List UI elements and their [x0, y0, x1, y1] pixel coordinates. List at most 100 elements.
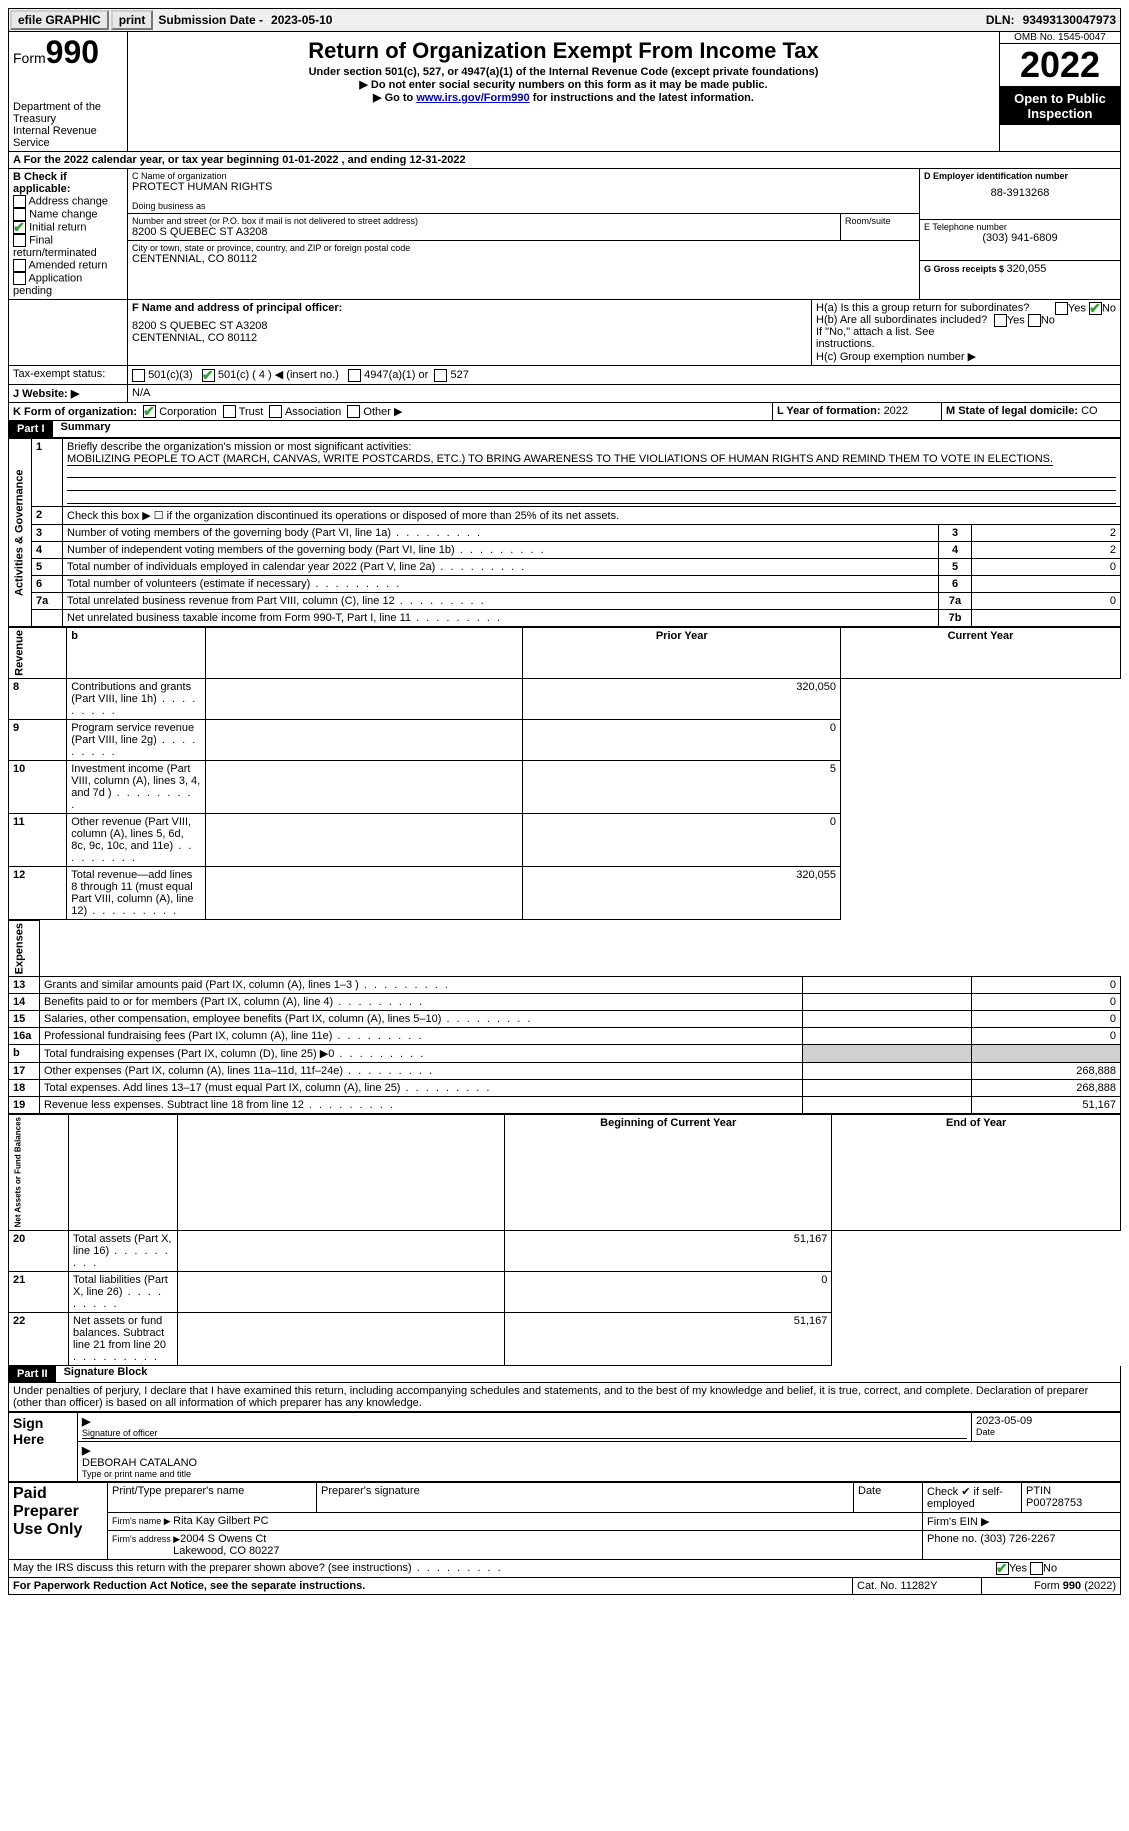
gross-receipts-value: 320,055	[1007, 263, 1047, 275]
dept-label: Department of the Treasury	[13, 101, 123, 125]
hb-no-checkbox[interactable]	[1028, 314, 1041, 327]
4947-checkbox[interactable]	[348, 369, 361, 382]
sig-date-label: Date	[976, 1427, 1116, 1437]
prep-phone-label: Phone no.	[927, 1533, 980, 1545]
signature-table: Sign Here ▶ Signature of officer 2023-05…	[8, 1412, 1121, 1482]
website-label: J Website: ▶	[9, 385, 128, 402]
501c3-checkbox[interactable]	[132, 369, 145, 382]
org-info-block: B Check if applicable: Address change Na…	[8, 169, 1121, 300]
dln-label: DLN:	[982, 13, 1019, 27]
part2-header: Part II	[9, 1366, 56, 1382]
form-note2: ▶ Go to www.irs.gov/Form990 for instruct…	[132, 91, 995, 104]
firm-addr2: Lakewood, CO 80227	[173, 1545, 279, 1557]
street-address: 8200 S QUEBEC ST A3208	[132, 226, 836, 238]
summary-table: Activities & Governance 1 Briefly descri…	[8, 438, 1121, 627]
beg-year-header: Beginning of Current Year	[505, 1115, 832, 1230]
footer-row: For Paperwork Reduction Act Notice, see …	[8, 1578, 1121, 1595]
final-return-checkbox[interactable]	[13, 234, 26, 247]
irs-link[interactable]: www.irs.gov/Form990	[416, 92, 529, 104]
assoc-checkbox[interactable]	[269, 405, 282, 418]
website-row: J Website: ▶ N/A	[8, 385, 1121, 403]
firm-name: Rita Kay Gilbert PC	[173, 1515, 268, 1527]
part2-header-row: Part II Signature Block	[8, 1366, 1121, 1383]
officer-group-block: F Name and address of principal officer:…	[8, 300, 1121, 366]
h-a-label: H(a) Is this a group return for subordin…	[816, 302, 1116, 314]
527-checkbox[interactable]	[434, 369, 447, 382]
part1-title: Summary	[53, 421, 111, 437]
open-to-public: Open to Public Inspection	[1000, 87, 1120, 125]
may-irs-yes-checkbox[interactable]	[996, 1562, 1009, 1575]
year-formation: 2022	[884, 405, 908, 417]
may-irs-row: May the IRS discuss this return with the…	[8, 1560, 1121, 1578]
efile-button[interactable]: efile GRAPHIC	[10, 10, 109, 30]
501c-checkbox[interactable]	[202, 369, 215, 382]
amended-return-checkbox[interactable]	[13, 259, 26, 272]
corp-checkbox[interactable]	[143, 405, 156, 418]
hb-yes-checkbox[interactable]	[994, 314, 1007, 327]
street-label: Number and street (or P.O. box if mail i…	[132, 216, 836, 226]
irs-label: Internal Revenue Service	[13, 125, 123, 149]
current-year-header: Current Year	[841, 628, 1121, 679]
application-pending-checkbox[interactable]	[13, 272, 26, 285]
officer-label: F Name and address of principal officer:	[132, 302, 807, 314]
line1-label: Briefly describe the organization's miss…	[67, 441, 411, 453]
tax-exempt-row: Tax-exempt status: 501(c)(3) 501(c) ( 4 …	[8, 366, 1121, 385]
initial-return-checkbox[interactable]	[13, 221, 26, 234]
form-label: Form990	[13, 34, 123, 71]
revenue-table: Revenue b Prior Year Current Year 8Contr…	[8, 627, 1121, 920]
org-name: PROTECT HUMAN RIGHTS	[132, 181, 915, 193]
mission-text: MOBILIZING PEOPLE TO ACT (MARCH, CANVAS,…	[67, 453, 1053, 466]
omb-number: OMB No. 1545-0047	[1000, 32, 1120, 43]
address-change-checkbox[interactable]	[13, 195, 26, 208]
officer-addr1: 8200 S QUEBEC ST A3208	[132, 320, 807, 332]
form-note1: ▶ Do not enter social security numbers o…	[132, 78, 995, 91]
netassets-table: Net Assets or Fund Balances Beginning of…	[8, 1114, 1121, 1365]
top-bar: efile GRAPHIC print Submission Date - 20…	[8, 8, 1121, 32]
ein-value: 88-3913268	[924, 181, 1116, 199]
self-employed-label: Check ✔ if self-employed	[923, 1482, 1022, 1512]
ein-label: D Employer identification number	[924, 171, 1116, 181]
k-label: K Form of organization:	[13, 406, 137, 418]
rev-label: Revenue	[9, 628, 67, 679]
type-name-label: Type or print name and title	[82, 1469, 1116, 1479]
tax-year-line: A For the 2022 calendar year, or tax yea…	[8, 152, 1121, 169]
phone-label: E Telephone number	[924, 222, 1116, 232]
org-name-label: C Name of organization	[132, 171, 915, 181]
firm-ein-label: Firm's EIN ▶	[923, 1512, 1121, 1530]
form-org-row: K Form of organization: Corporation Trus…	[8, 403, 1121, 422]
phone-value: (303) 941-6809	[924, 232, 1116, 244]
website-value: N/A	[128, 385, 1120, 402]
end-year-header: End of Year	[832, 1115, 1121, 1230]
form-title: Return of Organization Exempt From Incom…	[132, 38, 995, 64]
firm-addr1: 2004 S Owens Ct	[180, 1533, 266, 1545]
sign-here-label: Sign Here	[9, 1412, 78, 1481]
form-header: Form990 Department of the Treasury Inter…	[8, 32, 1121, 152]
other-checkbox[interactable]	[347, 405, 360, 418]
submission-date: 2023-05-10	[267, 13, 336, 27]
ha-yes-checkbox[interactable]	[1055, 302, 1068, 315]
part1-header-row: Part I Summary	[8, 421, 1121, 438]
paperwork-notice: For Paperwork Reduction Act Notice, see …	[9, 1578, 853, 1594]
trust-checkbox[interactable]	[223, 405, 236, 418]
net-label: Net Assets or Fund Balances	[9, 1115, 69, 1230]
officer-addr2: CENTENNIAL, CO 80112	[132, 332, 807, 344]
preparer-table: Paid Preparer Use Only Print/Type prepar…	[8, 1482, 1121, 1560]
cat-no: Cat. No. 11282Y	[853, 1578, 982, 1594]
dba-label: Doing business as	[132, 201, 915, 211]
h-b-label: H(b) Are all subordinates included? Yes …	[816, 314, 1116, 326]
tax-year: 2022	[1000, 43, 1120, 87]
prep-sig-label: Preparer's signature	[317, 1482, 854, 1512]
city-label: City or town, state or province, country…	[132, 243, 915, 253]
prior-year-header: Prior Year	[523, 628, 841, 679]
ptin-label: PTIN	[1026, 1485, 1051, 1497]
tax-exempt-label: Tax-exempt status:	[9, 366, 128, 384]
may-irs-no-checkbox[interactable]	[1030, 1562, 1043, 1575]
ha-no-checkbox[interactable]	[1089, 302, 1102, 315]
h-c-label: H(c) Group exemption number ▶	[816, 350, 1116, 363]
h-note: If "No," attach a list. See instructions…	[816, 326, 1116, 350]
line2-text: Check this box ▶ ☐ if the organization d…	[63, 507, 1121, 525]
print-button[interactable]: print	[111, 10, 154, 30]
sig-date: 2023-05-09	[976, 1415, 1116, 1427]
expenses-table: Expenses 13Grants and similar amounts pa…	[8, 920, 1121, 1114]
city-value: CENTENNIAL, CO 80112	[132, 253, 915, 265]
